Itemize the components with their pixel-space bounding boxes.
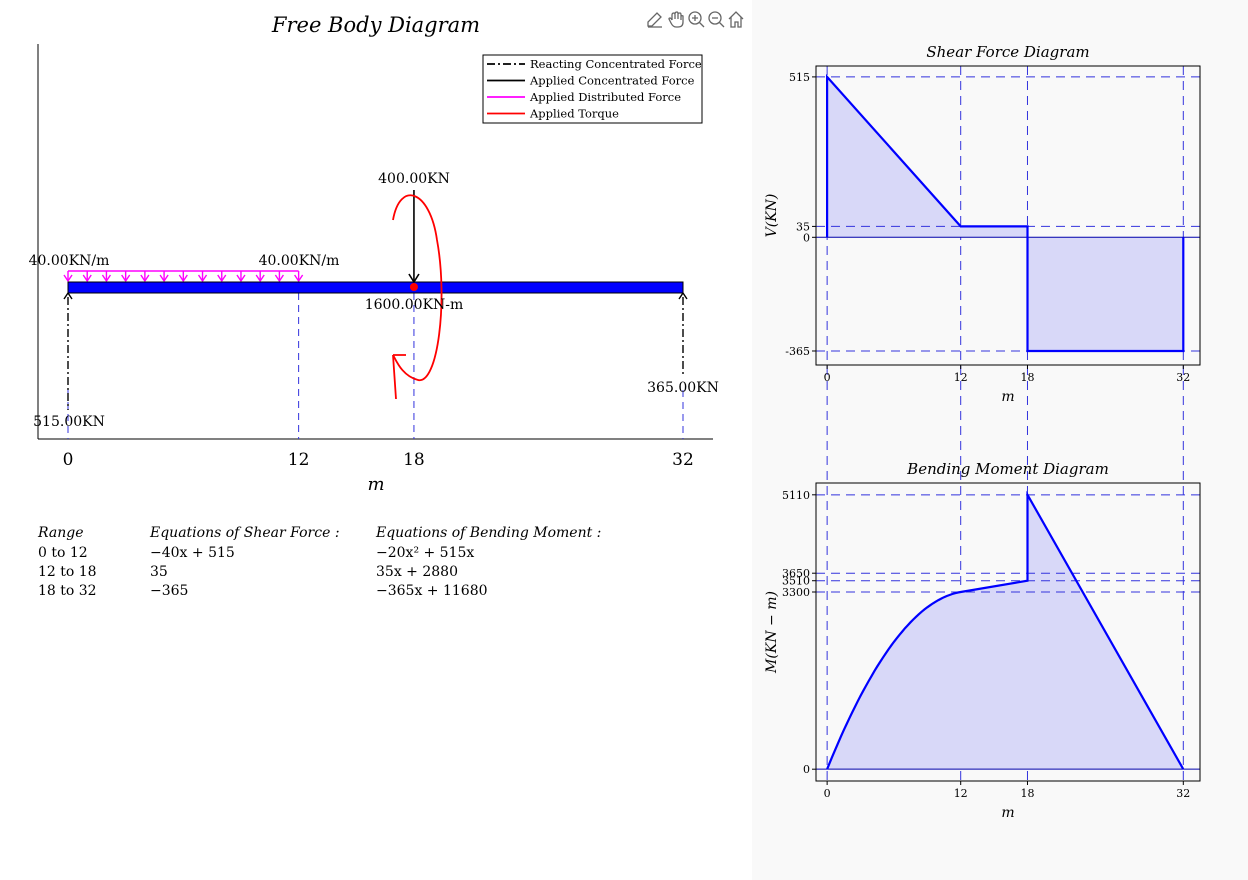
distributed-load-arrowhead	[82, 274, 92, 283]
range-cell: 12 to 18	[38, 564, 97, 580]
legend-label: Reacting Concentrated Force	[530, 57, 702, 71]
y-tick-label: 35	[796, 220, 810, 233]
distributed-load-arrowhead	[236, 274, 246, 283]
torque-arrowhead	[392, 354, 406, 400]
range-cell: 0 to 12	[38, 545, 88, 561]
y-tick-label: -365	[785, 345, 810, 358]
point-force-label: 400.00KN	[378, 171, 450, 187]
chart-x-label: m	[1001, 805, 1014, 821]
torque-label: 1600.00KN-m	[365, 297, 464, 313]
diagram-fill-area	[827, 76, 1184, 352]
distributed-load-arrowhead	[63, 274, 73, 283]
toolbar-icons	[647, 11, 744, 28]
diagrams-panel: 515 35 0 -365 0 12 18 32 Shear Force Diagram m V(K…	[752, 0, 1248, 880]
zoom-out-icon[interactable]	[708, 11, 725, 28]
y-tick-label: 0	[803, 231, 810, 244]
figure-toolbar	[646, 10, 746, 30]
distributed-load-arrowhead	[294, 274, 304, 283]
point-force-arrowhead	[408, 273, 420, 284]
dist-load-right-label: 40.00KN/m	[259, 253, 340, 269]
plot-frame	[815, 65, 1201, 366]
fbd-title: Free Body Diagram	[271, 13, 480, 37]
shear-cell: −40x + 515	[150, 545, 235, 561]
fbd-tick-label: 32	[672, 450, 694, 470]
pan-hand-icon[interactable]	[668, 11, 684, 28]
header-shear: Equations of Shear Force :	[150, 525, 340, 541]
fbd-legend: Reacting Concentrated Force Applied Conce…	[482, 54, 703, 124]
y-tick-label: 5110	[782, 489, 810, 502]
reaction-right-label: 365.00KN	[647, 380, 719, 396]
x-tick-label: 12	[954, 371, 968, 384]
free-body-panel: Free Body Diagram 0 12 18 32 m 40.00KN/m 40.00K…	[28, 10, 746, 599]
plot-frame	[815, 482, 1201, 782]
legend-label: Applied Concentrated Force	[529, 74, 695, 88]
distributed-load-arrowhead	[101, 274, 112, 283]
beam	[67, 281, 684, 294]
y-tick-label: 3300	[782, 586, 810, 599]
fbd-tick-label: 0	[63, 450, 74, 470]
distributed-load-arrowhead	[274, 274, 284, 283]
fbd-x-label: m	[367, 474, 384, 495]
y-tick-label: 515	[789, 71, 810, 84]
x-tick-label: 0	[824, 371, 831, 384]
diagram-series-line	[826, 74, 1185, 353]
x-tick-label: 32	[1176, 787, 1190, 800]
diagram-series-line	[826, 490, 1185, 770]
legend-box	[482, 54, 703, 124]
diagram-fill-area	[827, 494, 1184, 770]
shear-cell: 35	[150, 564, 168, 580]
chart-y-label: V(KN)	[764, 194, 780, 238]
fbd-tick-label: 12	[288, 450, 310, 470]
y-tick-label: 3510	[782, 575, 810, 588]
x-tick-label: 18	[1020, 787, 1034, 800]
reaction-left-label: 515.00KN	[33, 414, 105, 430]
edit-icon[interactable]	[647, 12, 662, 28]
shear-cell: −365	[150, 583, 189, 599]
torque-point	[409, 283, 418, 291]
free-body-diagram: Free Body Diagram 0 12 18 32 m 40.00KN/m 40.00K…	[29, 13, 719, 495]
moment-cell: −365x + 11680	[376, 583, 488, 599]
distributed-load-arrowhead	[178, 274, 188, 283]
moment-cell: −20x² + 515x	[376, 545, 475, 561]
header-moment: Equations of Bending Moment :	[376, 525, 602, 541]
y-tick-label: 0	[803, 763, 810, 776]
zoom-in-icon[interactable]	[688, 11, 705, 28]
x-tick-label: 12	[954, 787, 968, 800]
chart-y-label: M(KN − m)	[764, 591, 780, 674]
distributed-load-arrowhead	[255, 274, 265, 283]
distributed-load-arrowhead	[140, 274, 150, 283]
legend-label: Applied Torque	[529, 107, 619, 121]
distributed-load-arrowhead	[197, 274, 208, 283]
fbd-tick-label: 18	[403, 450, 425, 470]
x-tick-label: 18	[1020, 371, 1034, 384]
chart-title: Shear Force Diagram	[926, 43, 1089, 61]
distributed-load-arrowhead	[159, 274, 169, 283]
moment-cell: 35x + 2880	[376, 564, 458, 580]
x-tick-label: 0	[824, 787, 831, 800]
y-tick-label: 3650	[782, 567, 810, 580]
home-icon[interactable]	[728, 11, 744, 28]
chart-x-label: m	[1001, 389, 1014, 405]
range-cell: 18 to 32	[38, 583, 97, 599]
distributed-load-arrowhead	[121, 274, 131, 283]
x-tick-label: 32	[1176, 371, 1190, 384]
dist-load-left-label: 40.00KN/m	[29, 253, 110, 269]
header-range: Range	[38, 525, 84, 541]
distributed-load-arrowhead	[217, 274, 227, 283]
torque-arc	[392, 194, 443, 381]
legend-label: Applied Distributed Force	[529, 90, 681, 104]
chart-title: Bending Moment Diagram	[906, 460, 1109, 478]
